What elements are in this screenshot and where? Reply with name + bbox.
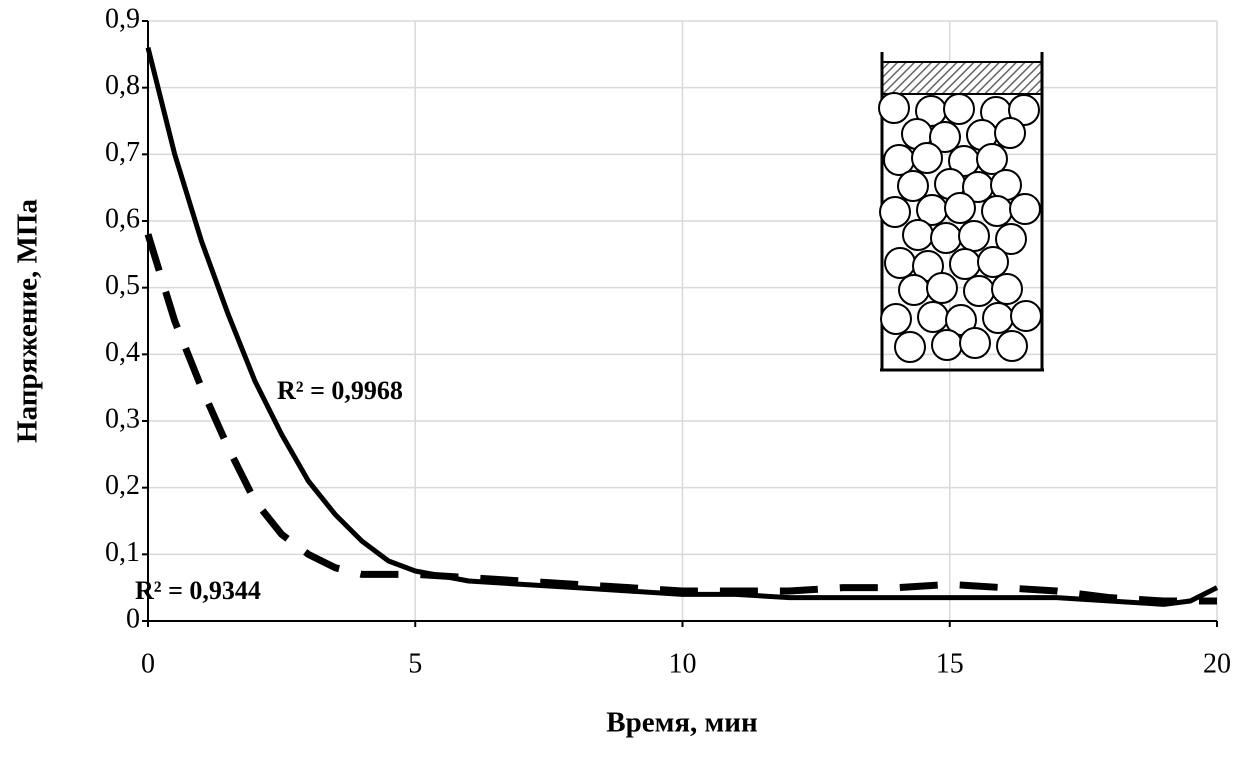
granule — [995, 223, 1027, 255]
annotation: R² = 0,9968 — [277, 376, 403, 405]
y-tick-label: 0,5 — [105, 270, 140, 301]
x-tick-label: 0 — [141, 648, 155, 679]
granule — [898, 274, 930, 306]
series-line — [144, 233, 1217, 605]
y-tick-label: 0,9 — [105, 3, 140, 34]
granule — [976, 143, 1008, 175]
granule — [880, 303, 912, 335]
x-tick-label: 20 — [1203, 648, 1231, 679]
granule — [878, 92, 910, 124]
y-tick-label: 0,1 — [105, 537, 140, 568]
y-tick-label: 0,3 — [105, 403, 140, 434]
granule — [981, 195, 1013, 227]
granule — [996, 330, 1028, 362]
y-tick-label: 0,8 — [105, 70, 140, 101]
x-tick-label: 5 — [408, 648, 422, 679]
granule — [945, 304, 977, 336]
granule — [982, 302, 1014, 334]
x-axis-label: Время, мин — [606, 707, 757, 739]
y-tick-label: 0,6 — [105, 203, 140, 234]
granule — [994, 117, 1026, 149]
granule — [917, 301, 949, 333]
granule — [944, 192, 976, 224]
granule — [931, 329, 963, 361]
granule — [1010, 300, 1042, 332]
y-tick-label: 0,7 — [105, 137, 140, 168]
granule — [929, 121, 961, 153]
granule — [959, 327, 991, 359]
granule — [911, 142, 943, 174]
annotation: R² = 0,9344 — [135, 576, 261, 605]
granule — [1008, 94, 1040, 126]
x-tick-label: 10 — [669, 648, 697, 679]
piston — [881, 61, 1043, 95]
granule — [926, 272, 958, 304]
granule — [958, 220, 990, 252]
granule — [963, 275, 995, 307]
granule — [943, 93, 975, 125]
y-tick-label: 0,2 — [105, 470, 140, 501]
y-tick-label: 0 — [126, 603, 140, 634]
granule — [884, 247, 916, 279]
granule — [879, 196, 911, 228]
granule — [1009, 193, 1041, 225]
inset-illustration — [878, 52, 1044, 372]
granule — [894, 331, 926, 363]
granule — [930, 222, 962, 254]
granule — [991, 273, 1023, 305]
granule — [949, 248, 981, 280]
x-tick-label: 15 — [936, 648, 964, 679]
granule — [977, 246, 1009, 278]
granule — [902, 219, 934, 251]
y-axis-label: Напряжение, МПа — [12, 199, 44, 443]
grid — [142, 20, 1218, 627]
y-tick-label: 0,4 — [105, 337, 140, 368]
plot-area — [144, 47, 1219, 607]
granule — [897, 170, 929, 202]
